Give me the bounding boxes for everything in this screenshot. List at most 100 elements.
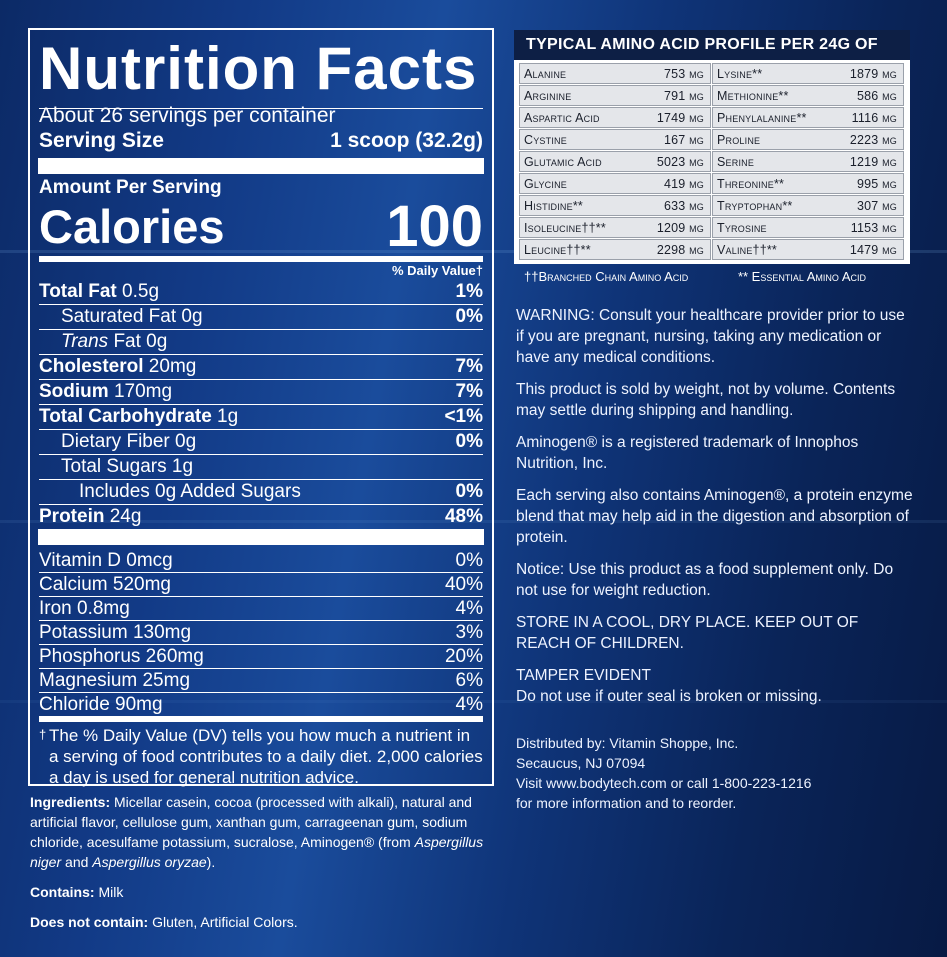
amino-acid-panel: TYPICAL AMINO ACID PROFILE PER 24G OF PR… [514,30,910,290]
amino-name: Isoleucine††** [524,221,606,235]
nutrient-label: Includes 0g Added Sugars [79,481,301,502]
amino-value: 995 mg [856,177,897,191]
vitamin-label: Calcium 520mg [39,574,171,595]
daily-value-header: % Daily Value† [391,263,483,278]
amino-value: 1116 mg [851,111,897,125]
nutrient-daily-value: 0% [455,481,483,502]
amino-row: Cystine 167 mg Proline 2223 mg [519,129,905,151]
does-not-contain-text: Does not contain: Gluten, Artificial Col… [30,914,298,930]
nutrient-row: Includes 0g Added Sugars 0% [39,479,483,504]
notice-paragraph: This product is sold by weight, not by v… [516,381,896,419]
notices-block: WARNING: Consult your healthcare provide… [516,305,916,813]
vitamin-row: Iron 0.8mg 4% [39,596,483,620]
daily-value-footnote: † The % Daily Value (DV) tells you how m… [39,722,483,788]
nutrient-row: Sodium 170mg 7% [39,379,483,404]
nutrient-row: Saturated Fat 0g 0% [39,304,483,329]
amino-name: Phenylalanine** [717,111,807,125]
amino-cell: Isoleucine††** 1209 mg [519,217,711,238]
amino-cell: Arginine 791 mg [519,85,711,106]
amino-value: 633 mg [663,199,704,213]
serving-size: Serving Size 1 scoop (32.2g) [39,128,483,154]
vitamin-daily-value: 3% [455,622,483,643]
nutrient-label: Total Fat 0.5g [39,281,160,302]
nutrient-daily-value: 0% [455,306,483,327]
nutrient-label: Dietary Fiber 0g [61,431,197,452]
amount-per-serving: Amount Per Serving [39,177,222,198]
distributor-line: for more information and to reorder. [516,795,737,811]
notice-paragraph: Notice: Use this product as a food suppl… [516,561,894,599]
notice-paragraph: Each serving also contains Aminogen®, a … [516,487,913,546]
distributor-line: Distributed by: Vitamin Shoppe, Inc. [516,735,739,751]
nutrient-label: Saturated Fat 0g [61,306,203,327]
vitamin-label: Iron 0.8mg [39,598,130,619]
calories-value: 100 [386,194,483,259]
vitamin-daily-value: 4% [455,694,483,715]
amino-acid-table: Alanine 753 mg Lysine** 1879 mg Arginine 791 … [514,60,910,264]
amino-name: Histidine** [524,199,583,213]
amino-cell: Proline 2223 mg [712,129,904,150]
contains-text: Contains: Milk [30,884,124,900]
amino-value: 5023 mg [656,155,704,169]
vitamin-row: Calcium 520mg 40% [39,572,483,596]
amino-name: Threonine** [717,177,785,191]
amino-value: 586 mg [856,89,897,103]
nutrient-label: Protein 24g [39,506,142,527]
amino-value: 2298 mg [656,243,704,257]
amino-name: Lysine** [717,67,763,81]
amino-name: Proline [717,133,761,147]
amino-cell: Alanine 753 mg [519,63,711,84]
notice-paragraph: Aminogen® is a registered trademark of I… [516,434,859,472]
amino-name: Valine††** [717,243,777,257]
amino-name: Serine [717,155,755,169]
nutrient-label: Total Carbohydrate 1g [39,406,239,427]
amino-row: Arginine 791 mg Methionine** 586 mg [519,85,905,107]
nutrition-facts-title: Nutrition Facts [39,35,478,102]
serving-size-value: 1 scoop (32.2g) [330,129,483,152]
vitamin-label: Chloride 90mg [39,694,163,715]
nutrient-row: Protein 24g 48% [39,504,483,529]
amino-cell: Phenylalanine** 1116 mg [712,107,904,128]
vitamin-daily-value: 4% [455,598,483,619]
nutrient-label: Cholesterol 20mg [39,356,197,377]
amino-name: Glutamic Acid [524,155,602,169]
vitamin-label: Magnesium 25mg [39,670,191,691]
amino-value: 1153 mg [850,221,897,235]
vitamin-label: Vitamin D 0mcg [39,550,173,571]
amino-cell: Methionine** 586 mg [712,85,904,106]
bcaa-legend: ††Branched Chain Amino Acid [524,269,689,284]
amino-name: Cystine [524,133,567,147]
amino-cell: Tryptophan** 307 mg [712,195,904,216]
footnote-text: The % Daily Value (DV) tells you how muc… [49,726,483,787]
nutrient-list: Total Fat 0.5g 1% Saturated Fat 0g 0% Trans … [39,280,483,529]
vitamin-row: Potassium 130mg 3% [39,620,483,644]
distributor-line: Visit www.bodytech.com or call 1-800-223… [516,775,812,791]
notice-paragraph: WARNING: Consult your healthcare provide… [516,307,905,366]
calories-row: Calories 100 [39,194,483,259]
amino-cell: Lysine** 1879 mg [712,63,904,84]
vitamin-row: Magnesium 25mg 6% [39,668,483,692]
calories-label: Calories [39,200,225,253]
amino-row: Alanine 753 mg Lysine** 1879 mg [519,63,905,85]
amino-name: Aspartic Acid [524,111,600,125]
amino-row: Aspartic Acid 1749 mg Phenylalanine** 1116 … [519,107,905,129]
amino-value: 1209 mg [656,221,704,235]
nutrient-row: Total Carbohydrate 1g <1% [39,404,483,429]
amino-row: Isoleucine††** 1209 mg Tyrosine 1153 mg [519,217,905,239]
ingredients-text: Ingredients: Micellar casein, cocoa (pro… [30,794,484,870]
nutrient-row: Total Sugars 1g [39,454,483,479]
amino-cell: Valine††** 1479 mg [712,239,904,260]
nutrient-row: Trans Fat 0g [39,329,483,354]
amino-acid-title: TYPICAL AMINO ACID PROFILE PER 24G OF PR… [514,30,910,83]
amino-row: Histidine** 633 mg Tryptophan** 307 mg [519,195,905,217]
servings-per-container: About 26 servings per container [39,104,336,127]
amino-value: 307 mg [856,199,897,213]
distributor-line: Secaucus, NJ 07094 [516,755,646,771]
notice-paragraph: TAMPER EVIDENT Do not use if outer seal … [516,667,822,705]
amino-name: Leucine††** [524,243,591,257]
nutrient-daily-value: 7% [455,356,483,377]
amino-value: 2223 mg [849,133,897,147]
amino-value: 419 mg [663,177,704,191]
amino-cell: Glutamic Acid 5023 mg [519,151,711,172]
amino-row: Glutamic Acid 5023 mg Serine 1219 mg [519,151,905,173]
ingredients-block: Ingredients: Micellar casein, cocoa (pro… [30,792,505,942]
